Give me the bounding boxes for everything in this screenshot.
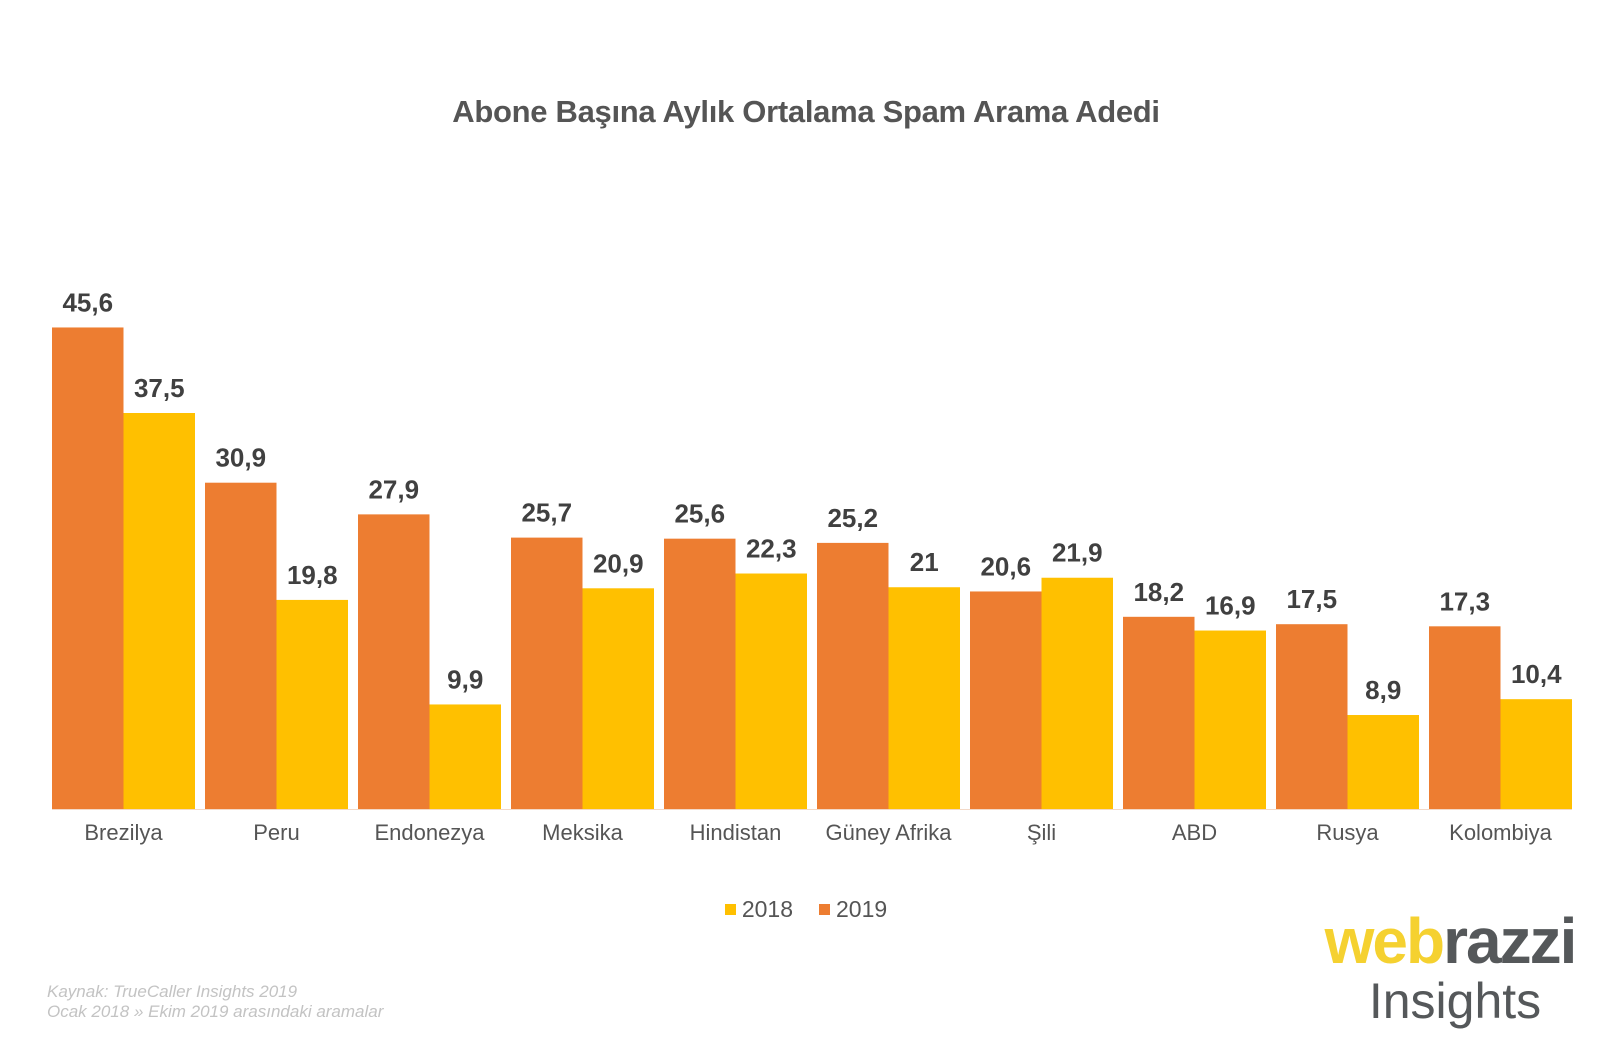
source-footnote: Kaynak: TrueCaller Insights 2019 Ocak 20…	[47, 982, 383, 1022]
category-label: Peru	[253, 820, 299, 845]
bar-2018	[1194, 630, 1266, 809]
legend-label: 2019	[836, 896, 888, 922]
category-label: ABD	[1172, 820, 1217, 845]
data-label-2018: 19,8	[287, 560, 338, 590]
category-label: Rusya	[1316, 820, 1379, 845]
data-label-2019: 17,3	[1439, 586, 1490, 616]
category-label: Şili	[1027, 820, 1056, 845]
bar-2019	[817, 542, 889, 809]
category-label: Brezilya	[84, 820, 163, 845]
logo-insights: Insights	[1368, 973, 1542, 1029]
data-label-2018: 20,9	[593, 548, 644, 578]
legend-item-2019: 2019	[819, 896, 887, 923]
bar-2018	[429, 704, 501, 809]
bar-2018	[1041, 577, 1113, 809]
data-label-2018: 37,5	[134, 373, 185, 403]
logo-web: web	[1324, 905, 1445, 977]
bar-2019	[970, 591, 1042, 809]
footnote-source: Kaynak: TrueCaller Insights 2019	[47, 982, 298, 1001]
legend-item-2018: 2018	[724, 896, 793, 923]
data-label-2018: 16,9	[1205, 591, 1256, 621]
category-label: Hindistan	[690, 820, 782, 845]
data-label-2018: 10,4	[1511, 659, 1562, 689]
data-label-2019: 17,5	[1286, 584, 1337, 614]
data-label-2019: 20,6	[980, 551, 1031, 581]
legend-label: 2018	[741, 896, 793, 922]
bar-2018	[1500, 699, 1572, 809]
data-label-2019: 30,9	[215, 443, 266, 473]
data-label-2019: 18,2	[1133, 577, 1184, 607]
data-label-2019: 25,7	[521, 498, 572, 528]
category-label: Kolombiya	[1449, 820, 1552, 845]
data-label-2019: 27,9	[368, 474, 419, 504]
data-label-2018: 21,9	[1052, 538, 1103, 568]
bar-2018	[276, 599, 348, 809]
bar-2019	[664, 538, 736, 809]
legend: 2018 2019	[0, 896, 1612, 923]
footnote-period: Ocak 2018 » Ekim 2019 arasındaki aramala…	[47, 1002, 384, 1021]
data-label-2019: 25,6	[674, 499, 725, 529]
data-label-2018: 8,9	[1365, 675, 1401, 705]
bar-2018	[1347, 715, 1419, 809]
bar-2019	[1429, 626, 1501, 809]
data-label-2019: 45,6	[62, 287, 113, 317]
data-label-2019: 25,2	[827, 503, 878, 533]
chart-title: Abone Başına Aylık Ortalama Spam Arama A…	[452, 94, 1160, 129]
legend-swatch	[819, 904, 830, 915]
data-label-2018: 22,3	[746, 534, 797, 564]
category-label: Endonezya	[374, 820, 485, 845]
bar-2018	[735, 573, 807, 809]
legend-swatch	[724, 904, 736, 915]
bar-2018	[123, 413, 195, 809]
logo-razzi: razzi	[1443, 905, 1577, 977]
bar-2019	[52, 327, 124, 809]
bar-2019	[1123, 616, 1195, 809]
bar-chart: 45,6 37,5 Brezilya 30,9 19,8 Peru 27,9 9,9 Endon…	[52, 287, 1572, 845]
bar-2019	[358, 514, 430, 809]
bar-2019	[205, 482, 277, 809]
bar-2019	[511, 537, 583, 809]
webrazzi-insights-logo: webrazzi Insights	[1320, 908, 1580, 1028]
bar-2018	[888, 587, 960, 809]
category-label: Güney Afrika	[826, 820, 953, 845]
data-label-2018: 9,9	[447, 664, 483, 694]
bar-2019	[1276, 624, 1348, 809]
data-label-2018: 21	[910, 547, 939, 577]
category-label: Meksika	[542, 820, 623, 845]
bar-2018	[582, 588, 654, 809]
